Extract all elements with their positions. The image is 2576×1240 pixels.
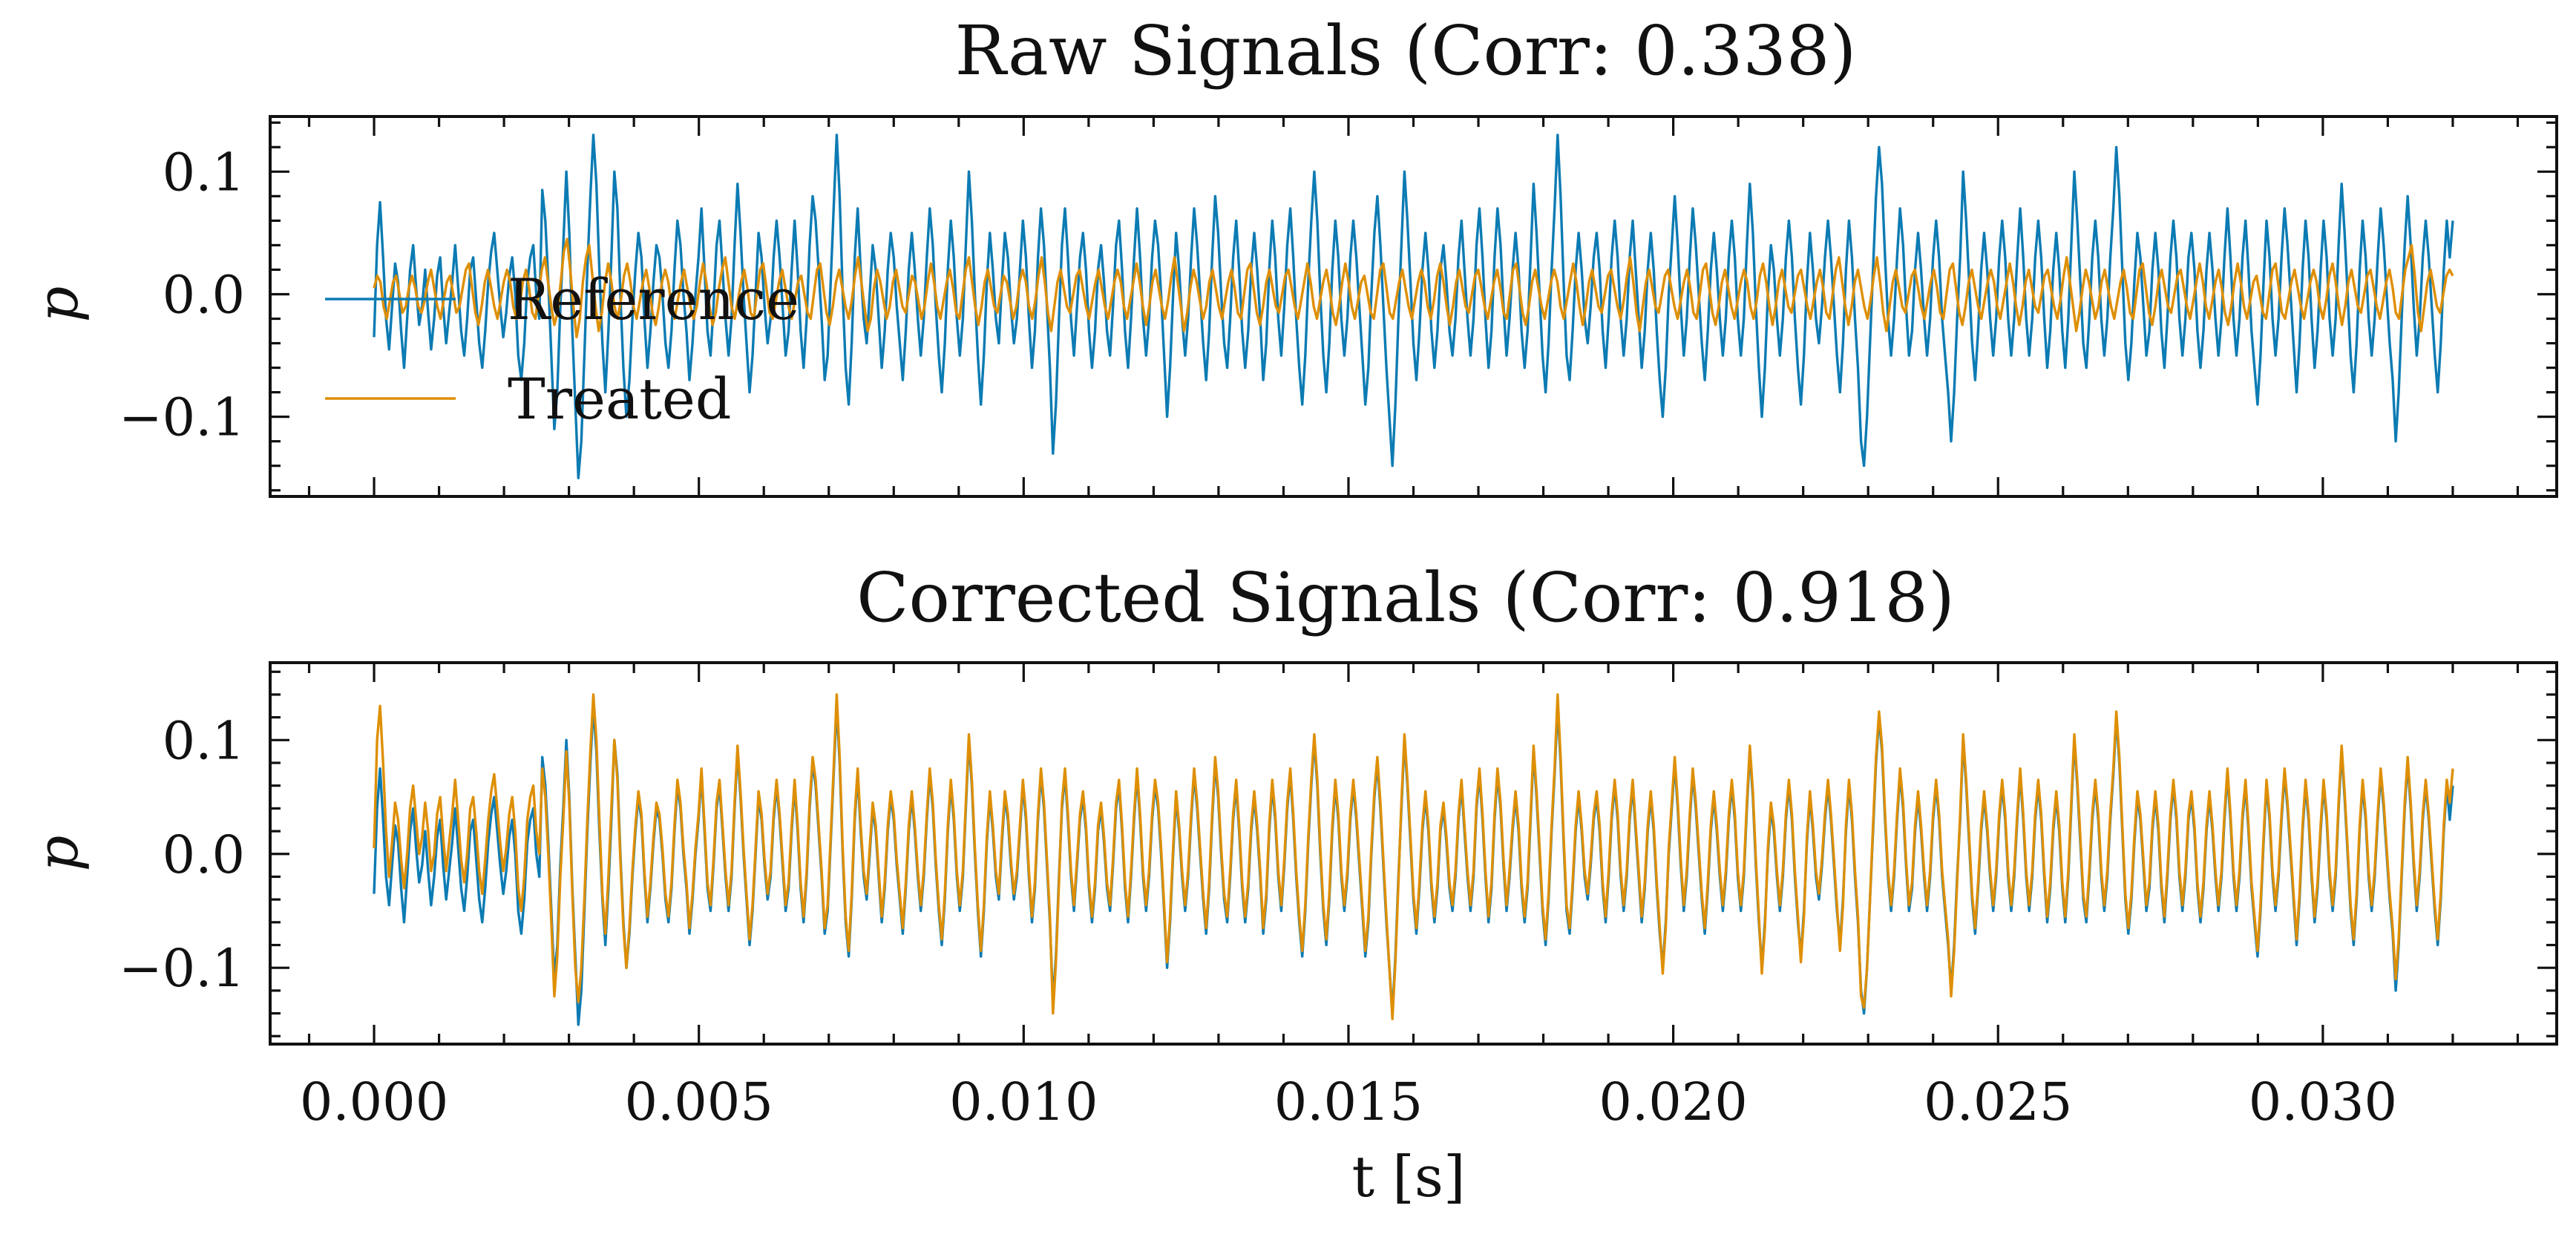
- corrected-signals-series: [373, 693, 2454, 1026]
- raw-signals-series: [373, 134, 2454, 479]
- legend: Reference Treated: [325, 266, 799, 432]
- legend-reference-label: Reference: [508, 266, 799, 332]
- corrected-signals-x-tick-labels: 0.000 0.005 0.010 0.015 0.020 0.025 0.030: [300, 1072, 2397, 1132]
- raw-signals-panel: Raw Signals (Corr: 0.338) p −0.1 0.0 0.1 R…: [24, 11, 2558, 498]
- x-axis-label: t [s]: [1351, 1144, 1465, 1210]
- x-tick-label: 0.005: [624, 1072, 773, 1132]
- corrected-signals-frame: [269, 661, 2558, 1046]
- corrected-signals-title: Corrected Signals (Corr: 0.918): [856, 558, 1955, 637]
- raw-signals-frame: [269, 115, 2558, 498]
- corrected-signals-ticks: [270, 663, 2557, 1044]
- y-tick-label: 0.0: [163, 264, 245, 325]
- y-tick-label: 0.1: [163, 142, 245, 203]
- x-tick-label: 0.010: [949, 1072, 1098, 1132]
- raw-signals-ticks: [270, 117, 2557, 496]
- legend-treated-label: Treated: [508, 366, 731, 432]
- raw-signals-title: Raw Signals (Corr: 0.338): [955, 11, 1857, 91]
- series-line-treated: [373, 237, 2454, 338]
- corrected-signals-panel: Corrected Signals (Corr: 0.918) p −0.1 0.…: [24, 558, 2558, 1210]
- y-tick-label: −0.1: [119, 938, 245, 999]
- series-line-treated: [373, 693, 2454, 1020]
- x-tick-label: 0.015: [1274, 1072, 1423, 1132]
- y-tick-label: −0.1: [119, 387, 245, 448]
- x-tick-label: 0.025: [1924, 1072, 2072, 1132]
- raw-signals-y-tick-labels: −0.1 0.0 0.1: [119, 142, 245, 447]
- y-tick-label: 0.1: [163, 710, 245, 771]
- x-tick-label: 0.030: [2249, 1072, 2397, 1132]
- raw-signals-ylabel: p: [24, 286, 91, 323]
- corrected-signals-ylabel: p: [24, 836, 91, 872]
- y-tick-label: 0.0: [163, 824, 245, 885]
- x-tick-label: 0.000: [300, 1072, 448, 1132]
- series-line-reference: [373, 134, 2454, 479]
- x-tick-label: 0.020: [1599, 1072, 1747, 1132]
- corrected-signals-y-tick-labels: −0.1 0.0 0.1: [119, 710, 245, 999]
